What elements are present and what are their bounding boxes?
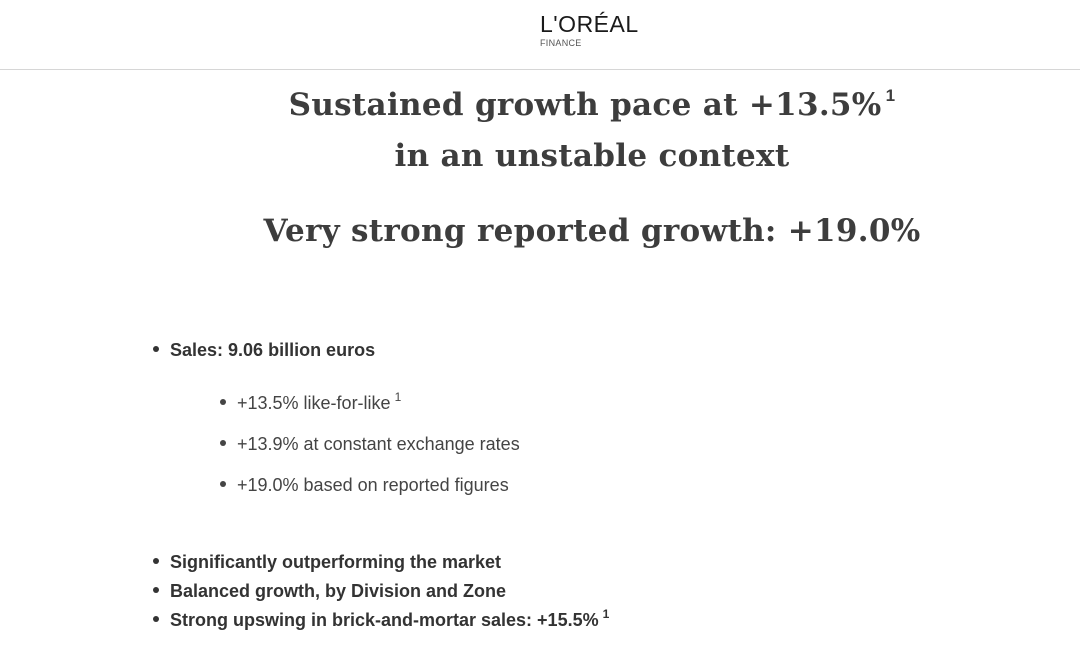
bullet-dot <box>220 481 226 488</box>
bullet-dot <box>153 346 159 353</box>
sales-label: Sales: 9.06 billion euros <box>170 340 376 360</box>
bullet-dot <box>153 587 159 594</box>
highlight-outperforming: Significantly outperforming the market <box>153 551 501 573</box>
logo-subtitle: FINANCE <box>540 38 582 48</box>
highlight-text: Significantly outperforming the market <box>170 552 502 572</box>
sales-bullet: Sales: 9.06 billion euros <box>153 339 375 361</box>
highlight-brick-and-mortar: Strong upswing in brick-and-mortar sales… <box>153 607 610 633</box>
highlight-text: Balanced growth, by Division and Zone <box>170 581 507 601</box>
highlight-text: Strong upswing in brick-and-mortar sales… <box>170 610 599 630</box>
bullet-dot <box>153 558 159 565</box>
sales-detail-text: +13.9% at constant exchange rates <box>237 434 520 454</box>
loreal-finance-logo: L'ORÉAL FINANCE <box>540 10 639 48</box>
sales-detail-text: +19.0% based on reported figures <box>237 475 509 495</box>
bullet-dot <box>153 616 159 623</box>
headline-line2: in an unstable context <box>394 138 790 174</box>
sales-detail-constant-exchange: +13.9% at constant exchange rates <box>220 433 520 455</box>
page-header: L'ORÉAL FINANCE <box>0 0 1080 70</box>
sales-detail-reported: +19.0% based on reported figures <box>220 474 509 496</box>
logo-brand: L'ORÉAL <box>540 11 639 37</box>
sales-detail-like-for-like: +13.5% like-for-like 1 <box>220 390 402 416</box>
highlight-balanced-growth: Balanced growth, by Division and Zone <box>153 580 506 602</box>
sales-detail-text: +13.5% like-for-like <box>237 393 391 413</box>
headline-line1: Sustained growth pace at +13.5% <box>288 87 882 123</box>
headline-reported-growth: Very strong reported growth: +19.0% <box>263 213 921 249</box>
bullet-dot <box>220 440 226 447</box>
headline-footnote-marker: 1 <box>885 86 896 105</box>
bullet-dot <box>220 399 226 406</box>
footnote-marker: 1 <box>602 607 610 621</box>
headline-growth: Sustained growth pace at +13.5% 1 in an u… <box>0 82 1080 179</box>
footnote-marker: 1 <box>394 390 402 404</box>
